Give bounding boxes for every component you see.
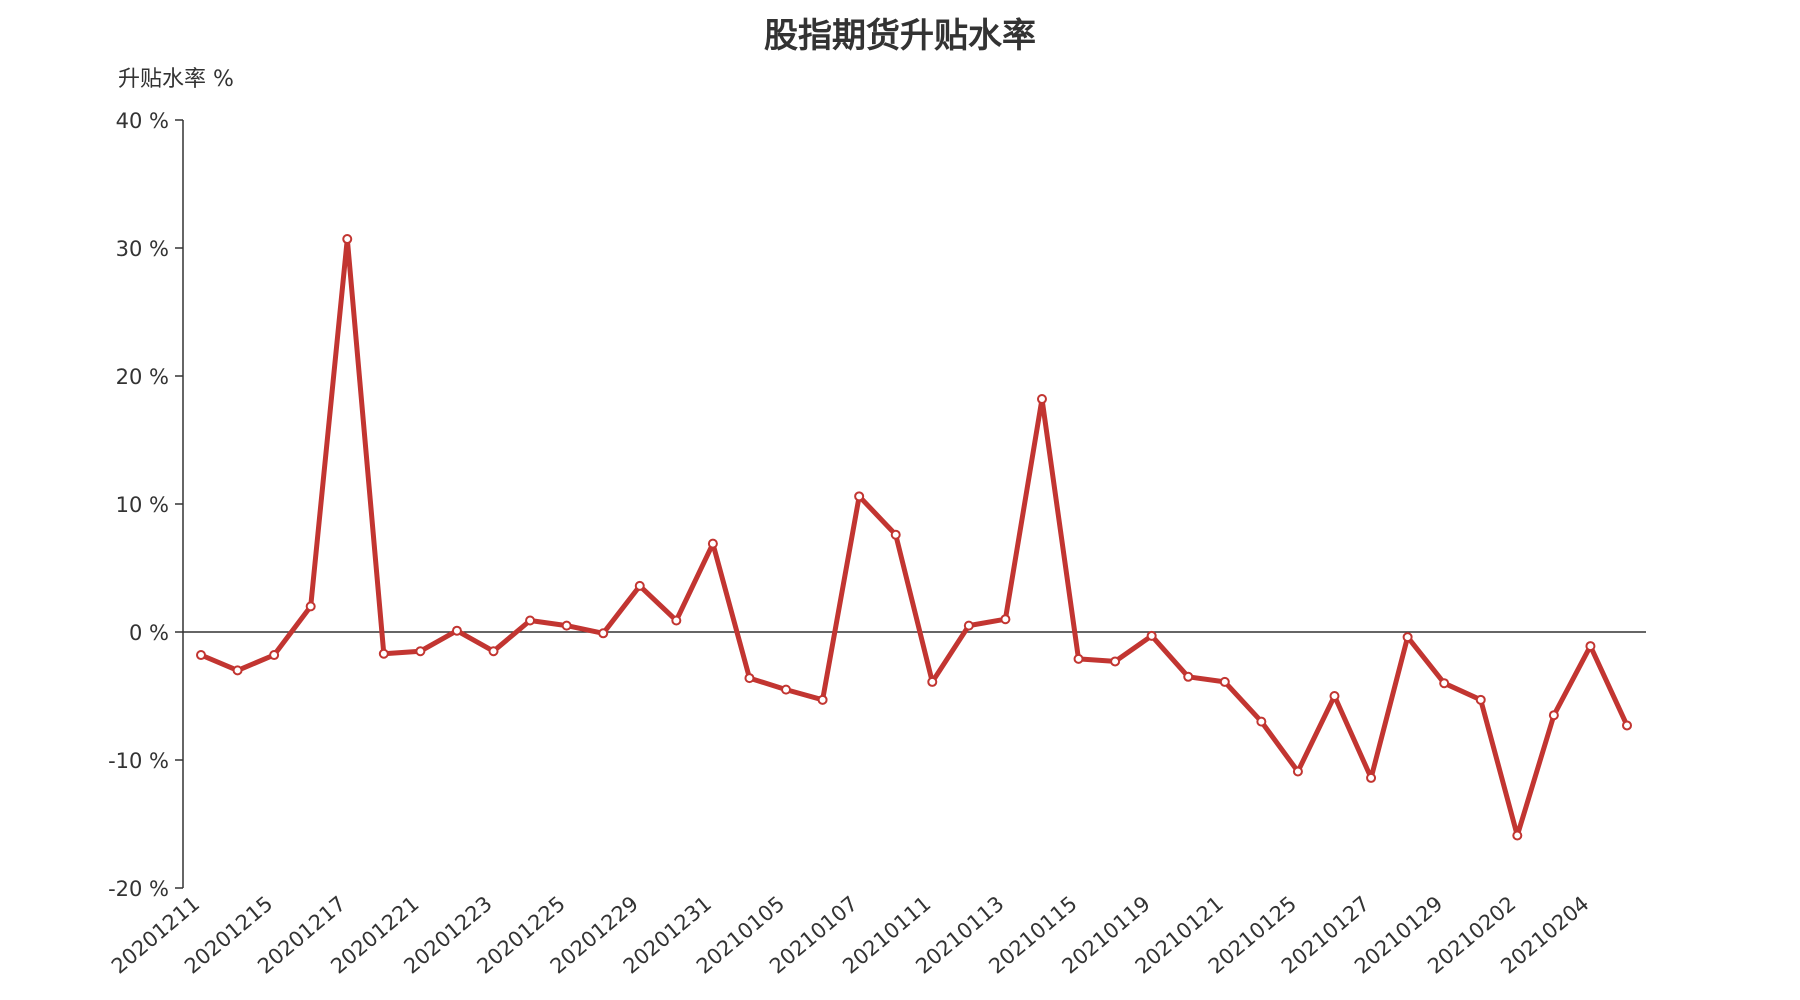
data-point (232, 665, 243, 676)
data-point (854, 491, 865, 502)
data-point (1622, 720, 1632, 731)
data-points (196, 234, 1632, 841)
data-point (1439, 678, 1450, 689)
data-point (1256, 716, 1267, 727)
y-tick-label: 30 % (116, 237, 169, 261)
data-point (1292, 766, 1303, 777)
y-tick-label: 10 % (116, 493, 169, 517)
y-tick-label: 40 % (116, 109, 169, 133)
data-point (1073, 653, 1084, 664)
data-point (671, 615, 682, 626)
data-point (781, 684, 792, 695)
data-point (707, 538, 718, 549)
data-point (890, 529, 901, 540)
data-point (1036, 394, 1047, 405)
data-point (342, 234, 353, 245)
data-point (598, 628, 609, 639)
data-point (196, 650, 206, 661)
y-axis: 40 % 30 % 20 % 10 % 0 % -10 % -20 % (108, 109, 1646, 901)
y-axis-title: 升贴水率 % (118, 67, 234, 92)
data-point (1512, 830, 1523, 841)
data-point (1402, 632, 1413, 643)
data-point (1366, 772, 1377, 783)
data-point (305, 601, 316, 612)
data-point (561, 620, 572, 631)
data-point (1183, 671, 1194, 682)
data-point (488, 646, 499, 657)
data-point (378, 648, 389, 659)
chart-title: 股指期货升贴水率 (764, 16, 1036, 56)
series-line (198, 236, 1630, 838)
series-lines (198, 236, 1630, 838)
data-point (1146, 630, 1157, 641)
y-tick-label: -20 % (108, 877, 169, 901)
data-point (927, 676, 938, 687)
data-point (634, 580, 645, 591)
data-point (744, 673, 755, 684)
data-point (525, 615, 536, 626)
x-axis: 2020121120201215202012172020122120201223… (107, 891, 1594, 978)
data-point (415, 646, 426, 657)
data-point (451, 625, 462, 636)
y-tick-label: 20 % (116, 365, 169, 389)
y-tick-label: 0 % (129, 621, 169, 645)
data-point (1585, 641, 1596, 652)
data-point (269, 650, 280, 661)
y-tick-label: -10 % (108, 749, 169, 773)
data-point (963, 620, 974, 631)
data-point (1219, 676, 1230, 687)
data-point (1548, 710, 1559, 721)
data-point (1475, 694, 1486, 705)
data-point (817, 694, 828, 705)
data-point (1110, 656, 1121, 667)
data-point (1329, 691, 1340, 701)
data-point (1000, 614, 1011, 625)
